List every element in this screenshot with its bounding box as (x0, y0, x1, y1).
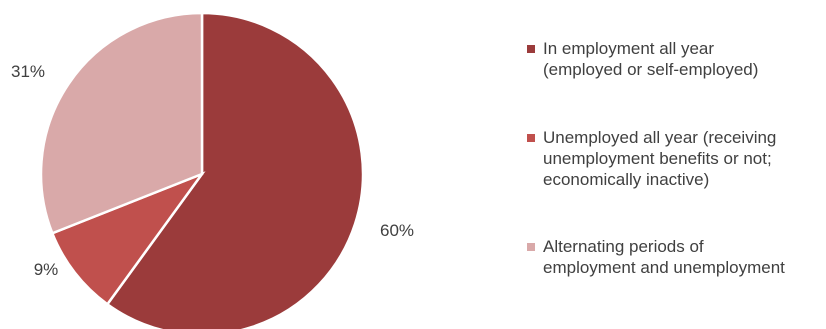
legend-swatch-unemployed (527, 134, 535, 142)
data-label-unemployed: 9% (34, 260, 59, 279)
legend-swatch-alternating (527, 243, 535, 251)
data-label-alternating: 31% (11, 62, 45, 81)
legend-swatch-employment (527, 45, 535, 53)
data-label-employment: 60% (380, 221, 414, 240)
legend-label-unemployed: Unemployed all year (receiving unemploym… (543, 128, 777, 189)
pie-slice-unemployed (50, 171, 206, 306)
pie-slice-employment (105, 11, 365, 329)
pie-slices (39, 11, 365, 329)
legend-label-employment: In employment all year (employed or self… (543, 39, 759, 79)
pie-slice-alternating (39, 11, 204, 235)
legend-label-alternating: Alternating periods of employment and un… (543, 237, 785, 277)
pie-labels: 60% 9% 31% (11, 62, 414, 279)
